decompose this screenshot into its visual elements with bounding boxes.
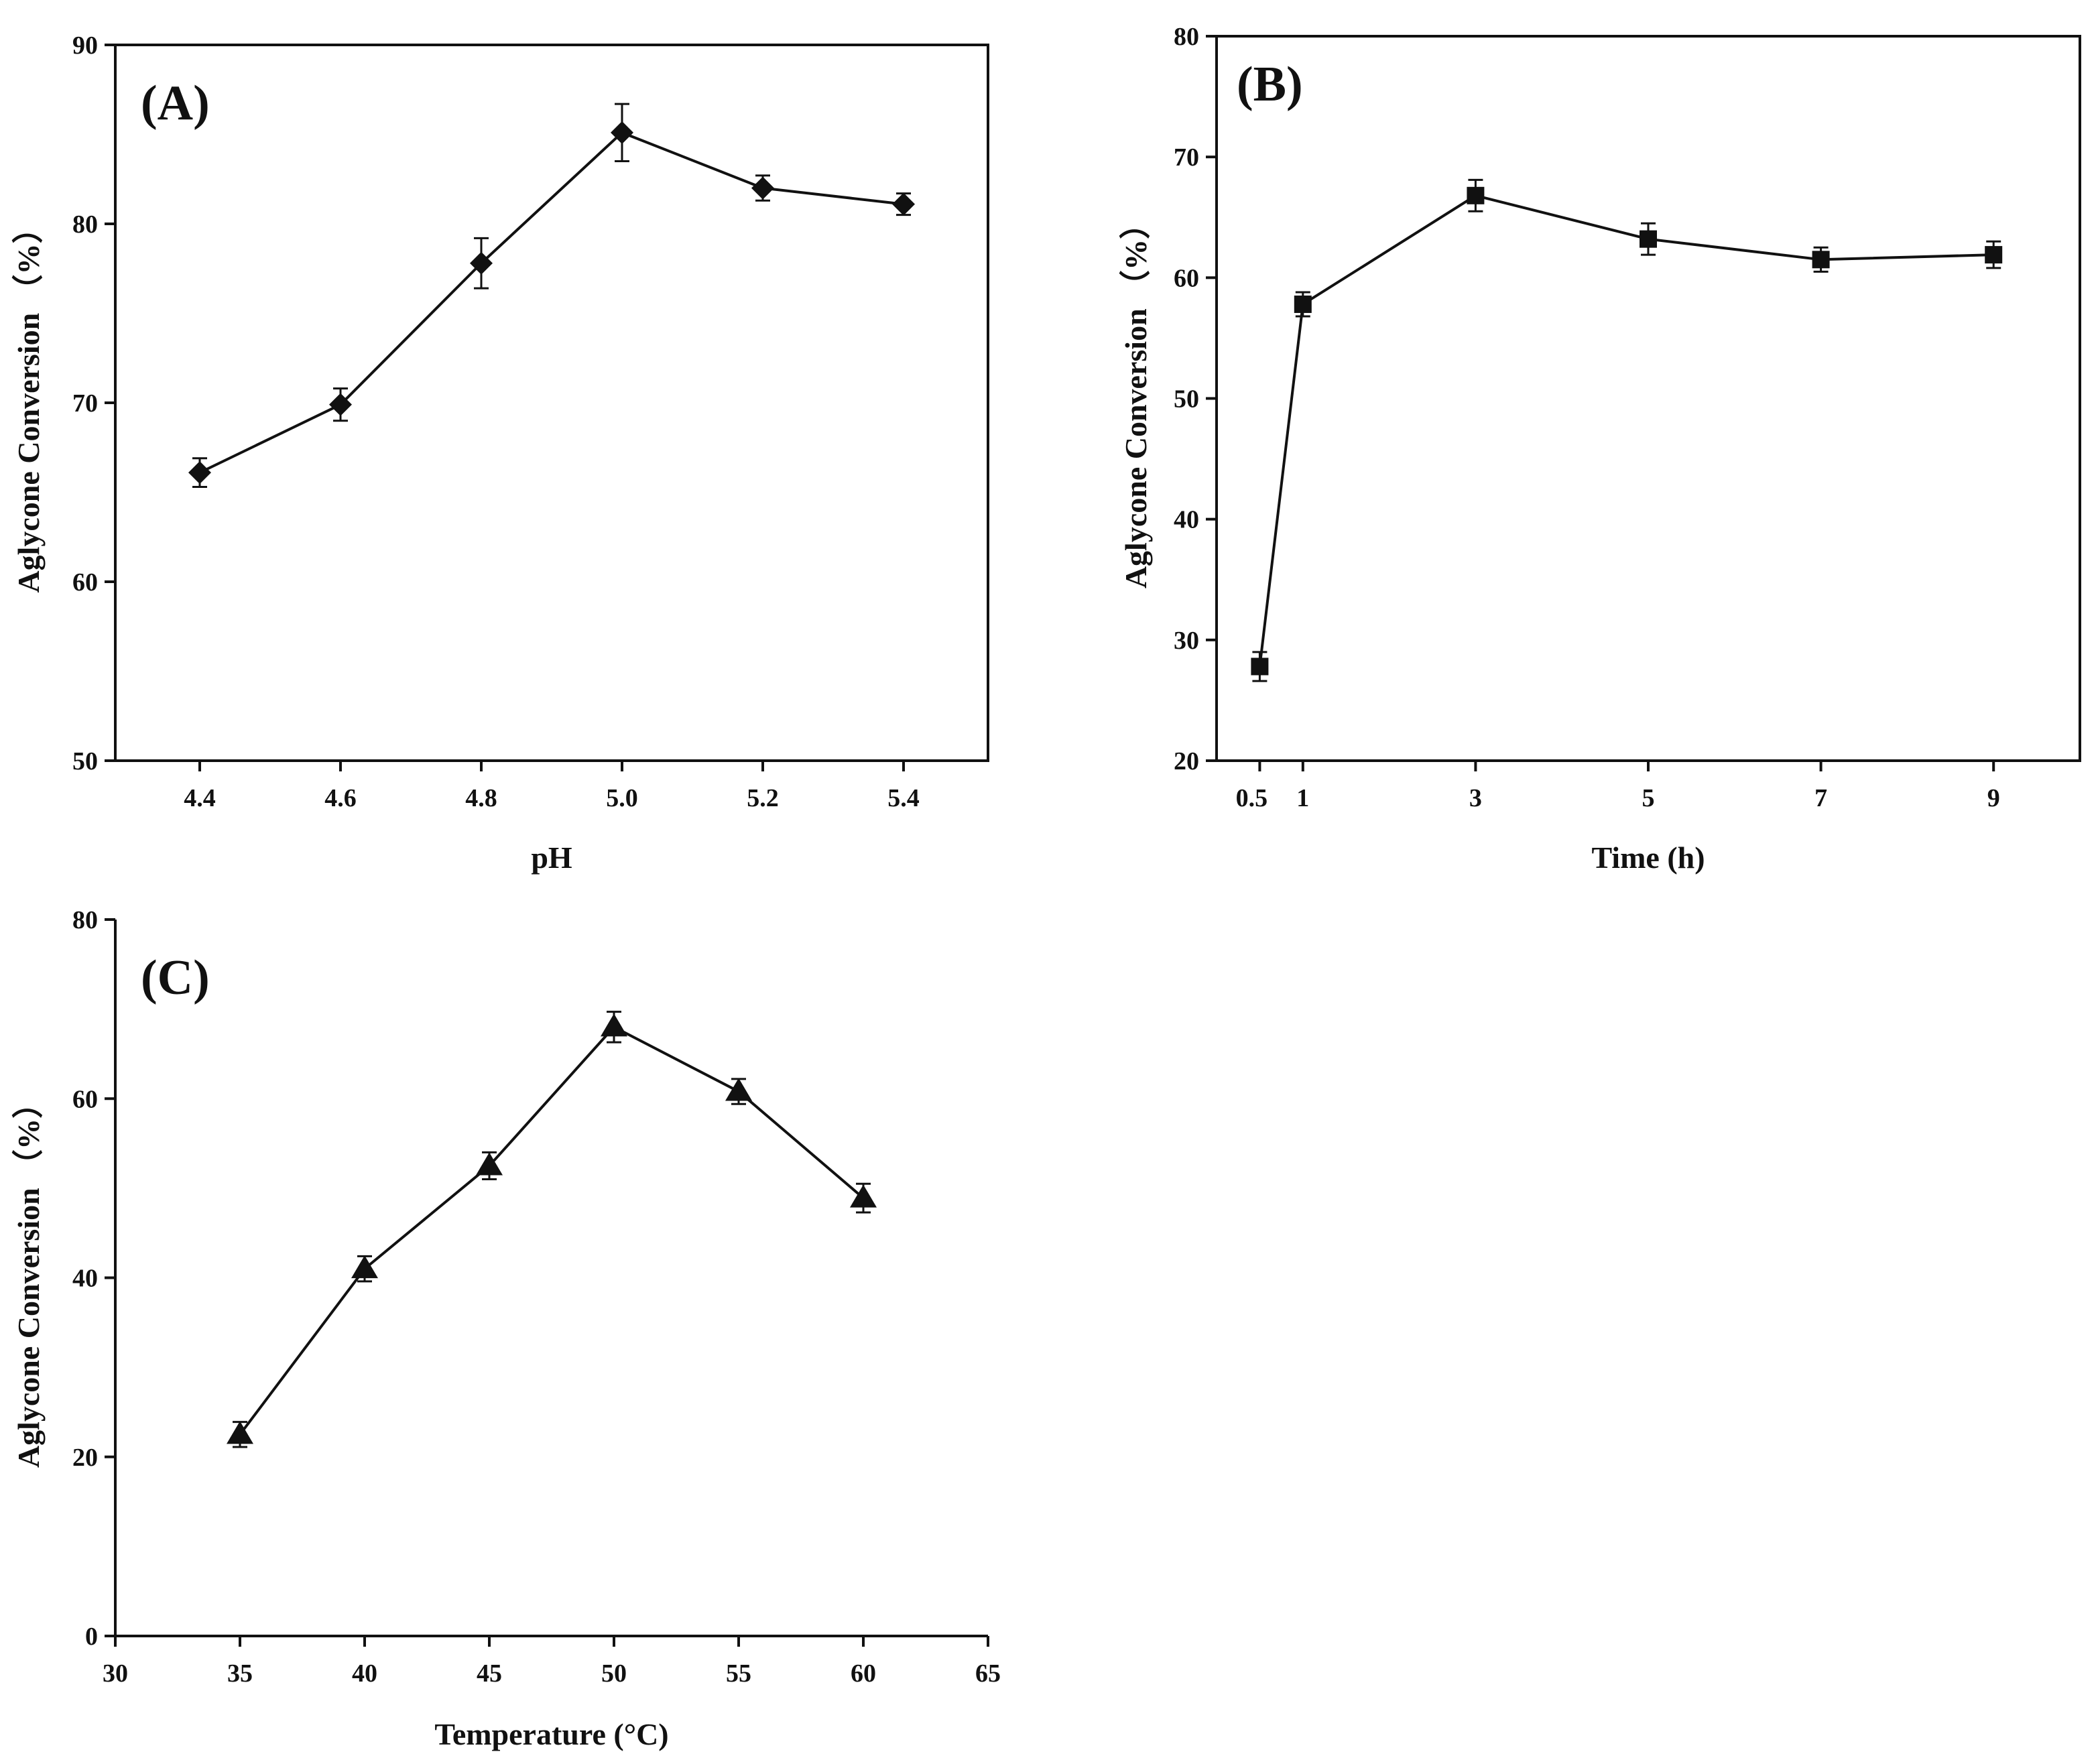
y-tick-label-c: 20 (72, 1444, 98, 1472)
y-tick-label-a: 70 (72, 389, 98, 418)
x-tick-label-a: 5.2 (747, 784, 779, 812)
y-axis-title-c: Aglycone Conversion （%） (11, 1088, 46, 1468)
x-tick-label-c: 50 (601, 1659, 627, 1688)
data-point-a (751, 176, 774, 200)
y-tick-label-b: 30 (1174, 627, 1199, 655)
y-tick-label-c: 40 (72, 1265, 98, 1293)
panel-b-chart: 20 30 40 50 60 70 80 0.5 1 3 5 7 9 (B) Time (h) Agly… (1119, 23, 2081, 875)
data-point-a (611, 121, 633, 144)
data-point-a (470, 251, 493, 275)
data-point-c (351, 1255, 378, 1279)
data-point-b (1985, 246, 2003, 264)
x-axis-title-a: pH (531, 840, 572, 875)
panel-a-chart: 50 60 70 80 90 4.4 4.6 4.8 5.0 5.2 5.4 (A) pH Agly… (11, 32, 989, 875)
data-point-b (1640, 230, 1657, 248)
y-tick-label-c: 80 (72, 906, 98, 934)
data-point-b (1467, 186, 1485, 204)
x-tick-label-a: 5.4 (887, 784, 920, 812)
x-tick-label-a: 4.6 (324, 784, 357, 812)
x-tick-label-b: 0.5 (1236, 784, 1268, 812)
x-tick-label-a: 5.0 (606, 784, 638, 812)
data-point-a (329, 393, 352, 416)
y-tick-label-a: 50 (72, 747, 98, 775)
x-tick-label-c: 60 (851, 1659, 876, 1688)
x-tick-label-c: 65 (975, 1659, 1001, 1688)
data-point-c (227, 1421, 253, 1444)
y-tick-label-b: 80 (1174, 23, 1199, 51)
data-point-c (725, 1078, 752, 1101)
data-point-b (1812, 251, 1830, 269)
y-axis-title-a: Aglycone Conversion （%） (11, 212, 46, 592)
y-tick-label-c: 60 (72, 1085, 98, 1113)
y-tick-label-b: 20 (1174, 747, 1199, 775)
series-line-b (1258, 194, 1994, 667)
y-tick-label-b: 40 (1174, 506, 1199, 534)
plot-frame-a (114, 44, 989, 762)
data-point-a (892, 192, 915, 216)
x-tick-label-b: 7 (1814, 784, 1827, 812)
y-tick-label-a: 60 (72, 568, 98, 596)
y-tick-label-b: 50 (1174, 385, 1199, 414)
x-tick-label-c: 40 (352, 1659, 377, 1688)
x-tick-label-a: 4.4 (184, 784, 216, 812)
x-tick-label-b: 9 (1987, 784, 2000, 812)
y-axis-title-b: Aglycone Conversion （%） (1119, 208, 1153, 588)
panel-label-c: (C) (141, 950, 210, 1005)
x-tick-label-b: 3 (1469, 784, 1482, 812)
data-point-c (850, 1184, 877, 1208)
panel-label-a: (A) (141, 76, 210, 131)
series-line-a (199, 131, 904, 474)
data-point-c (476, 1152, 503, 1176)
series-line-c (239, 1025, 865, 1436)
data-point-b (1294, 295, 1312, 313)
y-tick-label-a: 90 (72, 32, 98, 60)
plot-frame-b (1215, 35, 2081, 762)
x-axis-title-b: Time (h) (1591, 840, 1705, 875)
y-tick-label-b: 60 (1174, 264, 1199, 292)
y-tick-label-a: 80 (72, 210, 98, 239)
x-tick-label-c: 35 (227, 1659, 253, 1688)
y-tick-label-c: 0 (85, 1623, 98, 1651)
x-tick-label-c: 45 (477, 1659, 502, 1688)
x-tick-label-c: 55 (726, 1659, 751, 1688)
x-tick-label-a: 4.8 (465, 784, 497, 812)
data-point-b (1251, 657, 1269, 676)
x-tick-label-c: 30 (103, 1659, 128, 1688)
panel-label-b: (B) (1237, 57, 1303, 112)
x-tick-label-b: 5 (1642, 784, 1655, 812)
panel-c-chart: 0 20 40 60 80 30 35 40 45 50 55 60 65 (C) Temperatur… (11, 906, 1001, 1751)
data-point-c (601, 1013, 627, 1037)
y-tick-label-b: 70 (1174, 143, 1199, 172)
data-point-a (188, 461, 211, 485)
x-tick-label-b: 1 (1296, 784, 1309, 812)
x-axis-title-c: Temperature (°C) (434, 1717, 668, 1751)
